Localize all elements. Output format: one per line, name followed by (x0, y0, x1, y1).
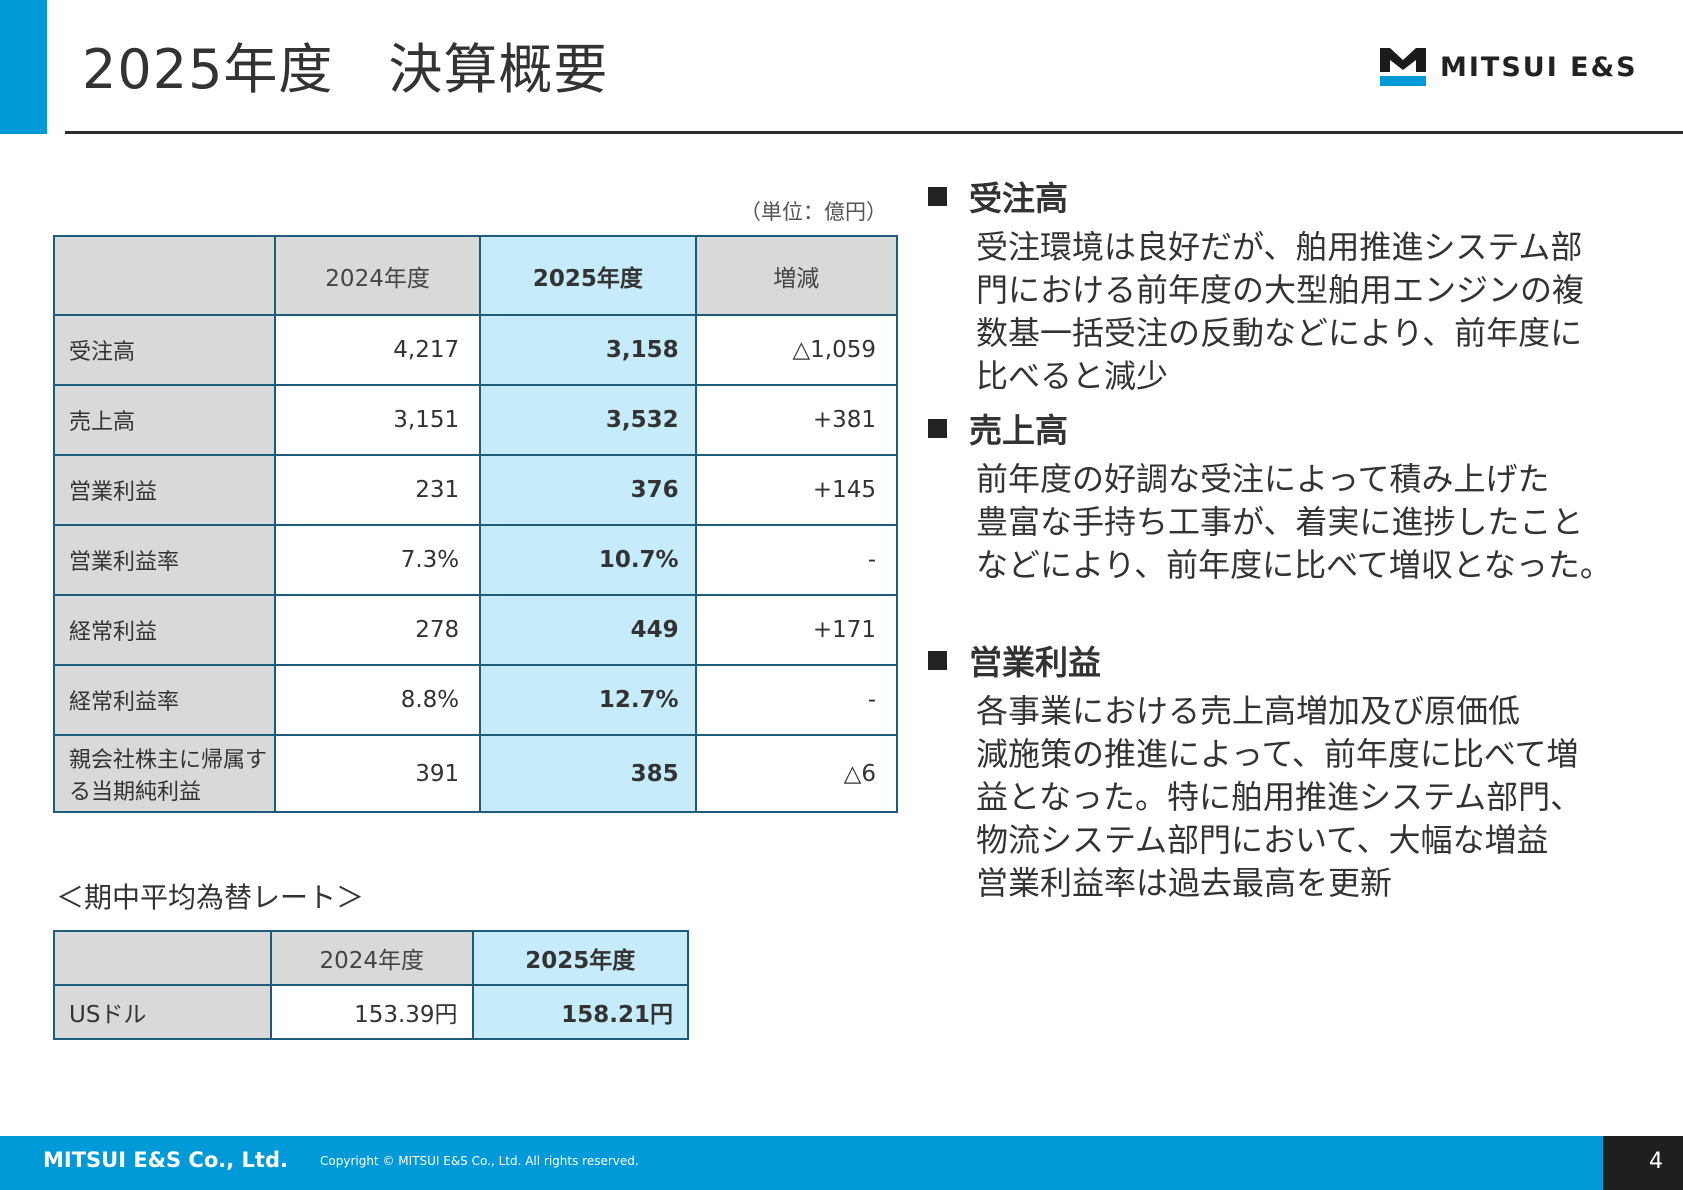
row-label: 売上高 (53, 384, 276, 456)
row-label: 営業利益率 (53, 524, 276, 596)
page-number: 4 (1649, 1149, 1663, 1174)
value-change: △1,059 (694, 314, 899, 386)
value-fy2024: 8.8% (273, 664, 482, 736)
row-label: 受注高 (53, 314, 276, 386)
value-change: - (694, 664, 899, 736)
table-row: 売上高 3,151 3,532 +381 (53, 384, 899, 456)
table-row: 営業利益率 7.3% 10.7% - (53, 524, 899, 596)
value-fy2024: 153.39円 (270, 984, 474, 1040)
bullet-text: 前年度の好調な受注によって積み上げた 豊富な手持ち工事が、着実に進捗したこと な… (976, 460, 1612, 584)
table-row: 親会社株主に帰属する当期純利益 391 385 △6 (53, 734, 899, 813)
bullet-operating-profit: 営業利益 各事業における売上高増加及び原価低 減施策の推進によって、前年度に比べ… (928, 636, 1628, 905)
bullet-heading: 受注高 (969, 179, 1068, 218)
company-logo: MITSUI E&S (1380, 48, 1638, 86)
header-cell-fy2025: 2025年度 (471, 930, 690, 986)
header-cell-blank (53, 235, 276, 316)
table-row: 受注高 4,217 3,158 △1,059 (53, 314, 899, 386)
fx-rate-table: 2024年度 2025年度 USドル 153.39円 158.21円 (53, 930, 690, 1040)
value-fy2024: 3,151 (273, 384, 482, 456)
title-divider (65, 131, 1683, 134)
row-label: USドル (53, 984, 272, 1040)
header-cell-change: 増減 (694, 235, 899, 316)
bullet-text: 各事業における売上高増加及び原価低 減施策の推進によって、前年度に比べて増 益と… (976, 692, 1583, 902)
header-cell-blank (53, 930, 272, 986)
value-fy2024: 4,217 (273, 314, 482, 386)
table-row: 営業利益 231 376 +145 (53, 454, 899, 526)
table-row: 経常利益 278 449 +171 (53, 594, 899, 666)
value-change: △6 (694, 734, 899, 813)
value-fy2024: 7.3% (273, 524, 482, 596)
logo-text: MITSUI E&S (1440, 51, 1638, 83)
table-header-row: 2024年度 2025年度 増減 (53, 235, 899, 316)
table-row: USドル 153.39円 158.21円 (53, 984, 690, 1040)
accent-bar (0, 0, 47, 134)
footer-copyright: Copyright © MITSUI E&S Co., Ltd. All rig… (320, 1154, 639, 1168)
value-change: - (694, 524, 899, 596)
table-header-row: 2024年度 2025年度 (53, 930, 690, 986)
header-cell-fy2025: 2025年度 (479, 235, 697, 316)
header-cell-fy2024: 2024年度 (270, 930, 474, 986)
square-bullet-icon (928, 650, 947, 670)
value-change: +145 (694, 454, 899, 526)
value-fy2025: 3,158 (479, 314, 697, 386)
value-fy2025: 3,532 (479, 384, 697, 456)
mitsui-logo-icon (1380, 48, 1426, 86)
table-row: 経常利益率 8.8% 12.7% - (53, 664, 899, 736)
value-fy2025: 385 (479, 734, 697, 813)
page-number-box: 4 (1603, 1136, 1683, 1190)
value-change: +381 (694, 384, 899, 456)
bullet-text: 受注環境は良好だが、舶用推進システム部 門における前年度の大型舶用エンジンの複 … (976, 228, 1585, 395)
summary-table: 2024年度 2025年度 増減 受注高 4,217 3,158 △1,059 … (53, 235, 899, 813)
square-bullet-icon (928, 418, 947, 438)
value-fy2025: 12.7% (479, 664, 697, 736)
row-label: 経常利益 (53, 594, 276, 666)
page-title: 2025年度 決算概要 (82, 38, 609, 101)
row-label: 経常利益率 (53, 664, 276, 736)
footer-company-name: MITSUI E&S Co., Ltd. (43, 1148, 288, 1172)
row-label: 親会社株主に帰属する当期純利益 (53, 734, 276, 813)
bullet-heading: 売上高 (969, 411, 1068, 450)
unit-label: （単位：億円） (740, 200, 887, 224)
bullet-heading: 営業利益 (969, 643, 1101, 682)
row-label: 営業利益 (53, 454, 276, 526)
value-fy2025: 158.21円 (471, 984, 690, 1040)
value-fy2025: 376 (479, 454, 697, 526)
fx-table-title: ＜期中平均為替レート＞ (56, 881, 365, 914)
value-fy2024: 231 (273, 454, 482, 526)
value-fy2024: 391 (273, 734, 482, 813)
footer-bar: MITSUI E&S Co., Ltd. Copyright © MITSUI … (0, 1136, 1603, 1190)
value-fy2025: 10.7% (479, 524, 697, 596)
square-bullet-icon (928, 186, 947, 206)
value-fy2025: 449 (479, 594, 697, 666)
value-change: +171 (694, 594, 899, 666)
header-cell-fy2024: 2024年度 (273, 235, 482, 316)
bullet-orders: 受注高 受注環境は良好だが、舶用推進システム部 門における前年度の大型舶用エンジ… (928, 172, 1628, 398)
bullet-sales: 売上高 前年度の好調な受注によって積み上げた 豊富な手持ち工事が、着実に進捗した… (928, 404, 1628, 587)
value-fy2024: 278 (273, 594, 482, 666)
